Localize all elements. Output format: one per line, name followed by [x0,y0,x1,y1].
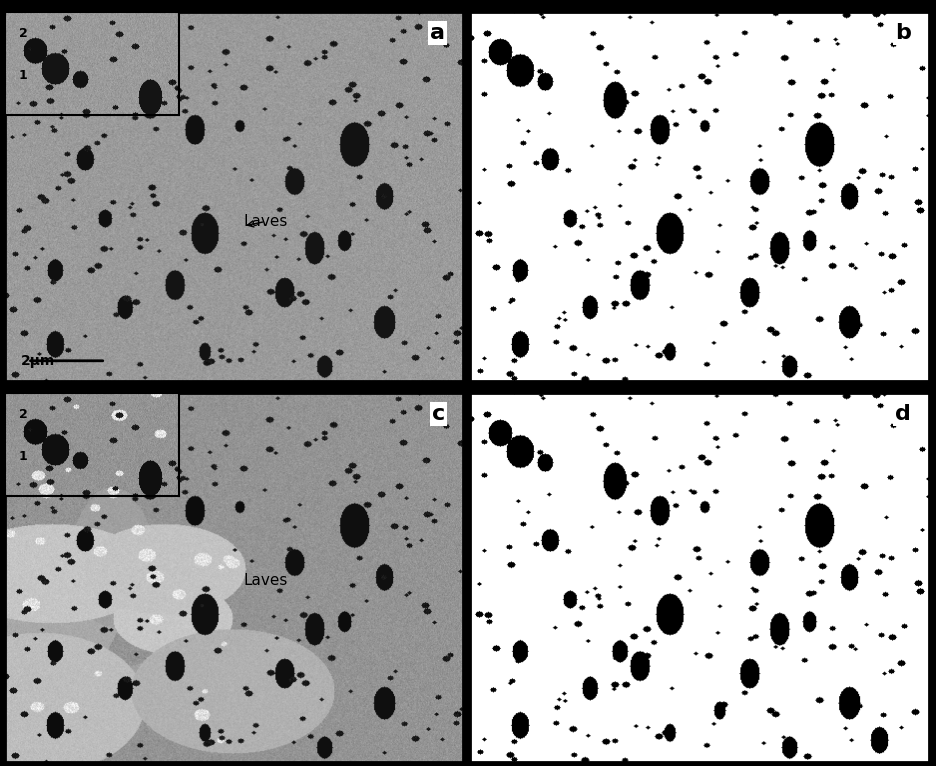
Text: b: b [895,23,911,43]
Text: d: d [895,404,911,424]
Text: Laves: Laves [243,214,287,229]
Text: Laves: Laves [243,573,287,588]
Text: a: a [430,23,445,43]
Text: c: c [431,404,445,424]
Text: 2μm: 2μm [21,354,55,368]
